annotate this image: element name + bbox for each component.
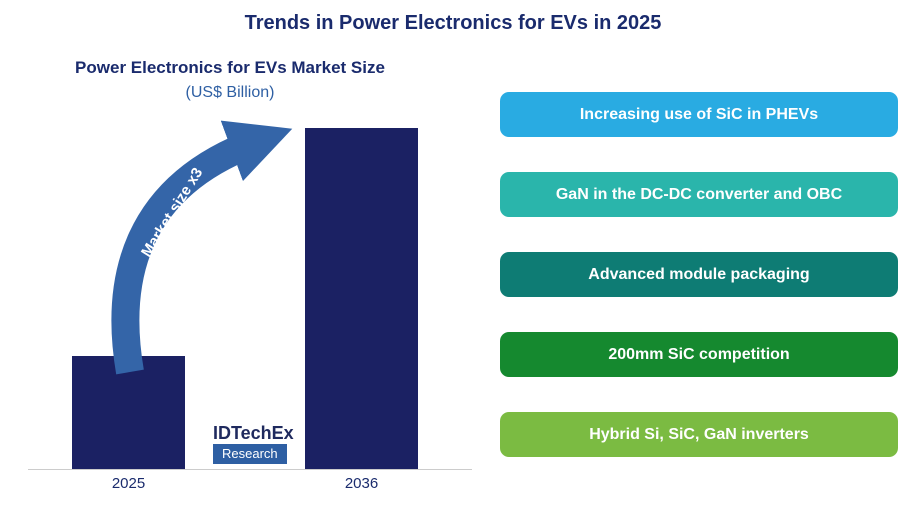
pill-200mm-sic: 200mm SiC competition <box>500 332 898 377</box>
chart-title: Power Electronics for EVs Market Size <box>75 58 385 77</box>
pill-gan-dcdc-obc-label: GaN in the DC-DC converter and OBC <box>555 185 843 203</box>
growth-arrow-body <box>111 120 293 375</box>
x-axis-line <box>28 469 472 470</box>
x-label-2025: 2025 <box>111 475 146 492</box>
pill-module-packaging: Advanced module packaging <box>500 252 898 297</box>
pill-sic-phevs-label: Increasing use of SiC in PHEVs <box>579 105 819 123</box>
idtechex-logo: IDTechEx Research <box>213 423 294 464</box>
chart-subtitle: (US$ Billion) <box>185 84 275 101</box>
idtechex-logo-brand: IDTechEx <box>213 423 294 443</box>
pill-hybrid-inverters-label: Hybrid Si, SiC, GaN inverters <box>589 425 809 443</box>
page-title: Trends in Power Electronics for EVs in 2… <box>244 12 662 34</box>
pill-hybrid-inverters: Hybrid Si, SiC, GaN inverters <box>500 412 898 457</box>
bar-2025 <box>72 356 185 470</box>
growth-arrow-label: Market size x3 <box>138 165 206 260</box>
x-label-2036: 2036 <box>344 475 379 492</box>
pill-gan-dcdc-obc: GaN in the DC-DC converter and OBC <box>500 172 898 217</box>
bar-2036 <box>305 128 418 470</box>
pill-200mm-sic-label: 200mm SiC competition <box>608 345 790 363</box>
idtechex-logo-research: Research <box>213 444 287 464</box>
pill-module-packaging-label: Advanced module packaging <box>588 265 810 283</box>
pill-sic-phevs: Increasing use of SiC in PHEVs <box>500 92 898 137</box>
